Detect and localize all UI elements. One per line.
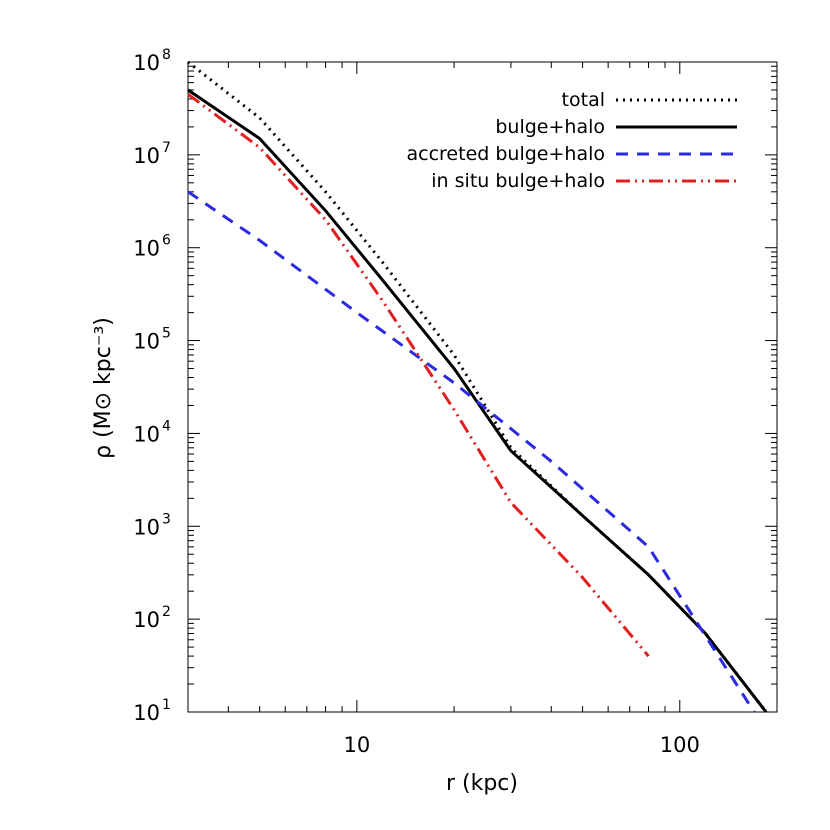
legend-label: accreted bulge+halo [407,143,606,165]
x-tick-label: 100 [660,733,700,757]
series-line-0 [187,60,768,713]
series-layer [187,60,768,713]
y-tick-exponent: 5 [162,326,171,342]
x-tick-label: 10 [343,733,370,757]
legend: total bulge+halo accreted bulge+halo in sit… [407,89,737,192]
series-line-3 [187,92,650,658]
y-tick-exponent: 8 [162,47,171,63]
y-tick-label: 10 [133,701,160,725]
legend-label: bulge+halo [495,116,605,138]
y-tick-label: 10 [133,515,160,539]
series-line-2 [187,190,756,713]
x-axis-label: r (kpc) [446,771,518,796]
y-tick-label: 10 [133,51,160,75]
legend-label: total [562,89,605,111]
y-tick-exponent: 1 [162,697,171,713]
plot-frame [187,61,778,713]
y-tick-exponent: 3 [162,511,171,527]
legend-label: in situ bulge+halo [431,170,605,192]
series-line-1 [187,88,768,713]
y-tick-label: 10 [133,330,160,354]
y-tick-exponent: 7 [162,140,171,156]
y-tick-exponent: 4 [162,418,171,434]
y-tick-label: 10 [133,608,160,632]
y-tick-label: 10 [133,237,160,261]
y-tick-exponent: 6 [162,233,171,249]
y-tick-exponent: 2 [162,604,171,620]
y-tick-label: 10 [133,144,160,168]
y-tick-label: 10 [133,422,160,446]
y-axis-label: ρ (M⊙ kpc⁻³) [91,317,116,459]
